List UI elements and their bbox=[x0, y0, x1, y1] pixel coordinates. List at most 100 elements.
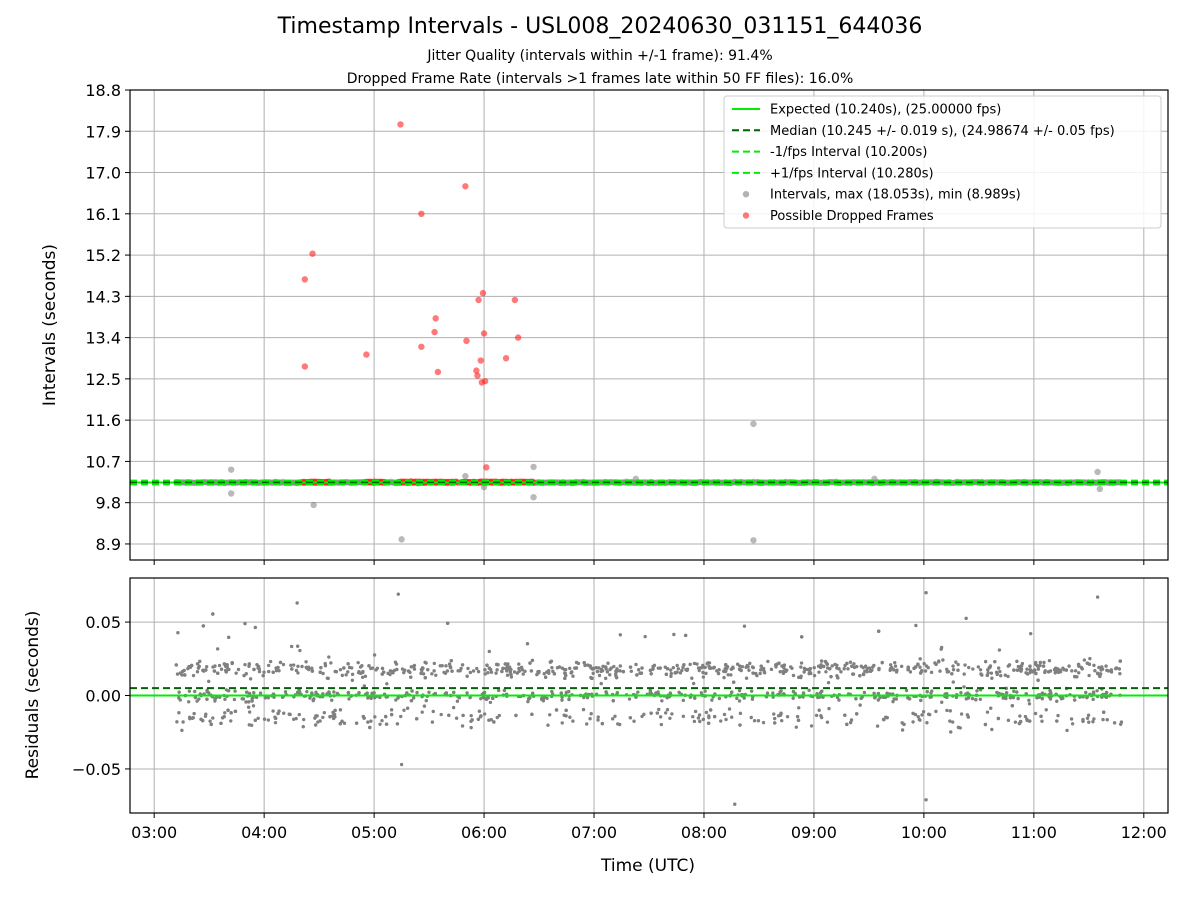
residual-point bbox=[750, 697, 755, 701]
residual-point bbox=[369, 719, 373, 723]
residual-point bbox=[576, 661, 581, 666]
residual-point bbox=[845, 661, 849, 666]
residual-point bbox=[729, 673, 733, 677]
residual-point bbox=[967, 665, 971, 670]
residual-point bbox=[821, 664, 826, 669]
residual-point bbox=[745, 663, 749, 668]
residual-point bbox=[487, 666, 492, 670]
residual-point bbox=[495, 662, 499, 667]
residual-point bbox=[800, 635, 804, 639]
residual-point bbox=[394, 698, 398, 702]
residual-point bbox=[966, 715, 971, 719]
residual-point bbox=[596, 715, 600, 719]
residual-point bbox=[399, 762, 404, 767]
residual-point bbox=[229, 719, 233, 723]
residual-point bbox=[289, 644, 294, 649]
bottom-y-tick-label: 0.05 bbox=[85, 613, 121, 632]
residual-point bbox=[582, 661, 586, 665]
residual-point bbox=[360, 664, 364, 668]
residual-point bbox=[599, 681, 603, 686]
residual-point bbox=[716, 671, 721, 676]
legend-dropped-frames-swatch bbox=[742, 212, 750, 219]
residual-point bbox=[904, 688, 909, 693]
residual-point bbox=[327, 690, 331, 694]
residual-point bbox=[445, 669, 450, 673]
residual-point bbox=[828, 667, 832, 671]
residual-point bbox=[207, 679, 211, 684]
residual-point bbox=[1028, 664, 1032, 668]
residual-point bbox=[681, 698, 686, 703]
residual-point bbox=[195, 662, 200, 666]
residual-point bbox=[201, 668, 205, 673]
residual-point bbox=[939, 647, 943, 651]
residual-point bbox=[948, 719, 952, 723]
residual-point bbox=[911, 711, 915, 716]
residual-point bbox=[447, 713, 451, 717]
residual-point bbox=[669, 668, 673, 672]
residual-point bbox=[818, 665, 823, 670]
residual-point bbox=[603, 676, 608, 681]
residual-point bbox=[920, 713, 924, 717]
residual-point bbox=[500, 669, 504, 674]
residual-point bbox=[277, 669, 281, 673]
residual-point bbox=[187, 715, 192, 720]
residual-point bbox=[681, 665, 685, 670]
residual-point bbox=[373, 715, 377, 719]
residual-point bbox=[738, 711, 743, 716]
residual-point bbox=[308, 696, 312, 700]
residual-point bbox=[858, 674, 862, 678]
residual-point bbox=[289, 663, 293, 667]
residual-point bbox=[427, 690, 431, 695]
residual-point bbox=[514, 713, 518, 718]
residual-point bbox=[749, 689, 754, 693]
residual-point bbox=[934, 709, 938, 714]
residual-point bbox=[893, 660, 897, 665]
residual-point bbox=[223, 711, 227, 715]
residual-point bbox=[683, 633, 688, 638]
residual-point bbox=[621, 669, 626, 674]
residual-point bbox=[724, 717, 728, 722]
residual-point bbox=[830, 664, 834, 668]
residual-point bbox=[1104, 690, 1109, 695]
residual-point bbox=[876, 629, 881, 633]
residual-point bbox=[548, 713, 552, 717]
residual-point bbox=[759, 664, 763, 668]
residual-point bbox=[219, 721, 223, 726]
residual-point bbox=[651, 664, 655, 669]
residual-point bbox=[635, 673, 639, 677]
residual-point bbox=[409, 675, 413, 679]
residual-point bbox=[487, 649, 492, 654]
residual-point bbox=[1069, 717, 1074, 721]
residual-point bbox=[187, 689, 192, 693]
residual-point bbox=[996, 716, 1001, 721]
residual-point bbox=[1036, 678, 1040, 682]
residual-point bbox=[469, 725, 473, 730]
interval-point bbox=[750, 537, 757, 544]
residual-point bbox=[183, 673, 187, 677]
intervals-y-axis-label: Intervals (seconds) bbox=[40, 244, 60, 406]
residual-point bbox=[1033, 662, 1038, 666]
residual-point bbox=[659, 722, 664, 727]
residual-point bbox=[1100, 665, 1104, 669]
top-data-layer bbox=[130, 121, 1168, 544]
residual-point bbox=[318, 719, 322, 723]
residual-point bbox=[400, 667, 405, 671]
residual-point bbox=[247, 700, 251, 704]
residual-point bbox=[994, 670, 999, 675]
residual-point bbox=[295, 690, 300, 694]
residual-point bbox=[975, 689, 979, 693]
legend-intervals-label: Intervals, max (18.053s), min (8.989s) bbox=[770, 188, 1021, 203]
x-tick-label: 12:00 bbox=[1121, 823, 1167, 842]
residual-point bbox=[611, 699, 615, 703]
residual-point bbox=[671, 665, 676, 670]
residual-point bbox=[216, 671, 220, 675]
residual-point bbox=[692, 661, 697, 666]
residual-point bbox=[301, 717, 306, 722]
residual-point bbox=[563, 676, 567, 681]
residual-point bbox=[945, 695, 949, 700]
residual-point bbox=[226, 635, 231, 640]
residual-point bbox=[313, 723, 318, 727]
residual-point bbox=[243, 662, 247, 667]
residual-point bbox=[550, 689, 554, 694]
